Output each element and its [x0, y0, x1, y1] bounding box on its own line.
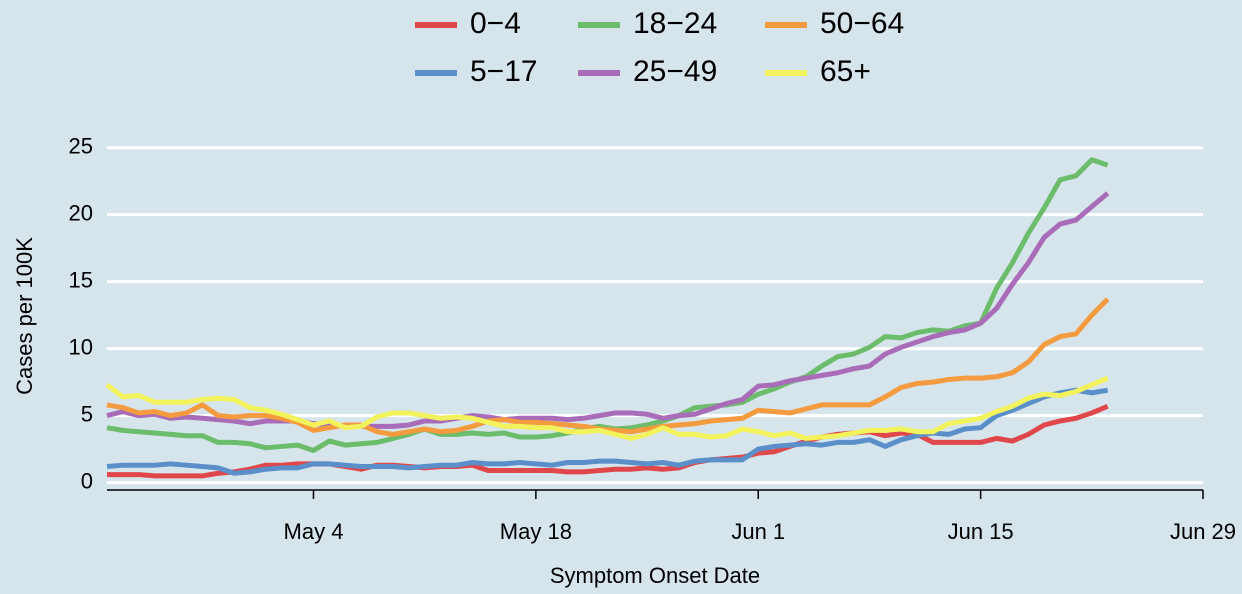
legend-label: 5−17 — [470, 55, 538, 88]
legend-label: 50−64 — [820, 7, 904, 40]
series-line — [106, 387, 1109, 476]
legend-label: 0−4 — [470, 7, 521, 40]
legend-label: 25−49 — [633, 55, 717, 88]
y-axis-title: Cases per 100K — [12, 237, 37, 395]
x-tick-label: May 4 — [284, 519, 344, 544]
y-tick-label: 0 — [81, 468, 93, 493]
series-line — [106, 191, 1110, 429]
y-tick-label: 15 — [69, 267, 93, 292]
x-tick-label: May 18 — [500, 519, 572, 544]
series-line — [105, 375, 1109, 441]
x-tick-label: Jun 1 — [731, 519, 785, 544]
y-tick-label: 25 — [69, 134, 93, 159]
legend-label: 18−24 — [633, 7, 717, 40]
y-tick-label: 10 — [69, 334, 93, 359]
series-line — [107, 403, 1109, 479]
series-line — [106, 297, 1110, 437]
legend-label: 65+ — [820, 55, 871, 88]
x-tick-label: Jun 15 — [948, 519, 1014, 544]
x-axis-title: Symptom Onset Date — [550, 563, 760, 588]
y-tick-label: 20 — [69, 200, 93, 225]
y-tick-label: 5 — [81, 401, 93, 426]
x-tick-label: Jun 29 — [1170, 519, 1236, 544]
